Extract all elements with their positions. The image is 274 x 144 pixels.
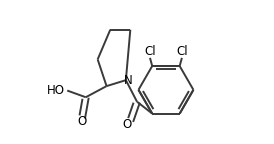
Text: Cl: Cl: [144, 45, 156, 58]
Text: O: O: [122, 118, 131, 131]
Text: HO: HO: [47, 84, 65, 97]
Text: N: N: [124, 74, 132, 87]
Text: O: O: [78, 115, 87, 128]
Text: Cl: Cl: [176, 45, 188, 58]
